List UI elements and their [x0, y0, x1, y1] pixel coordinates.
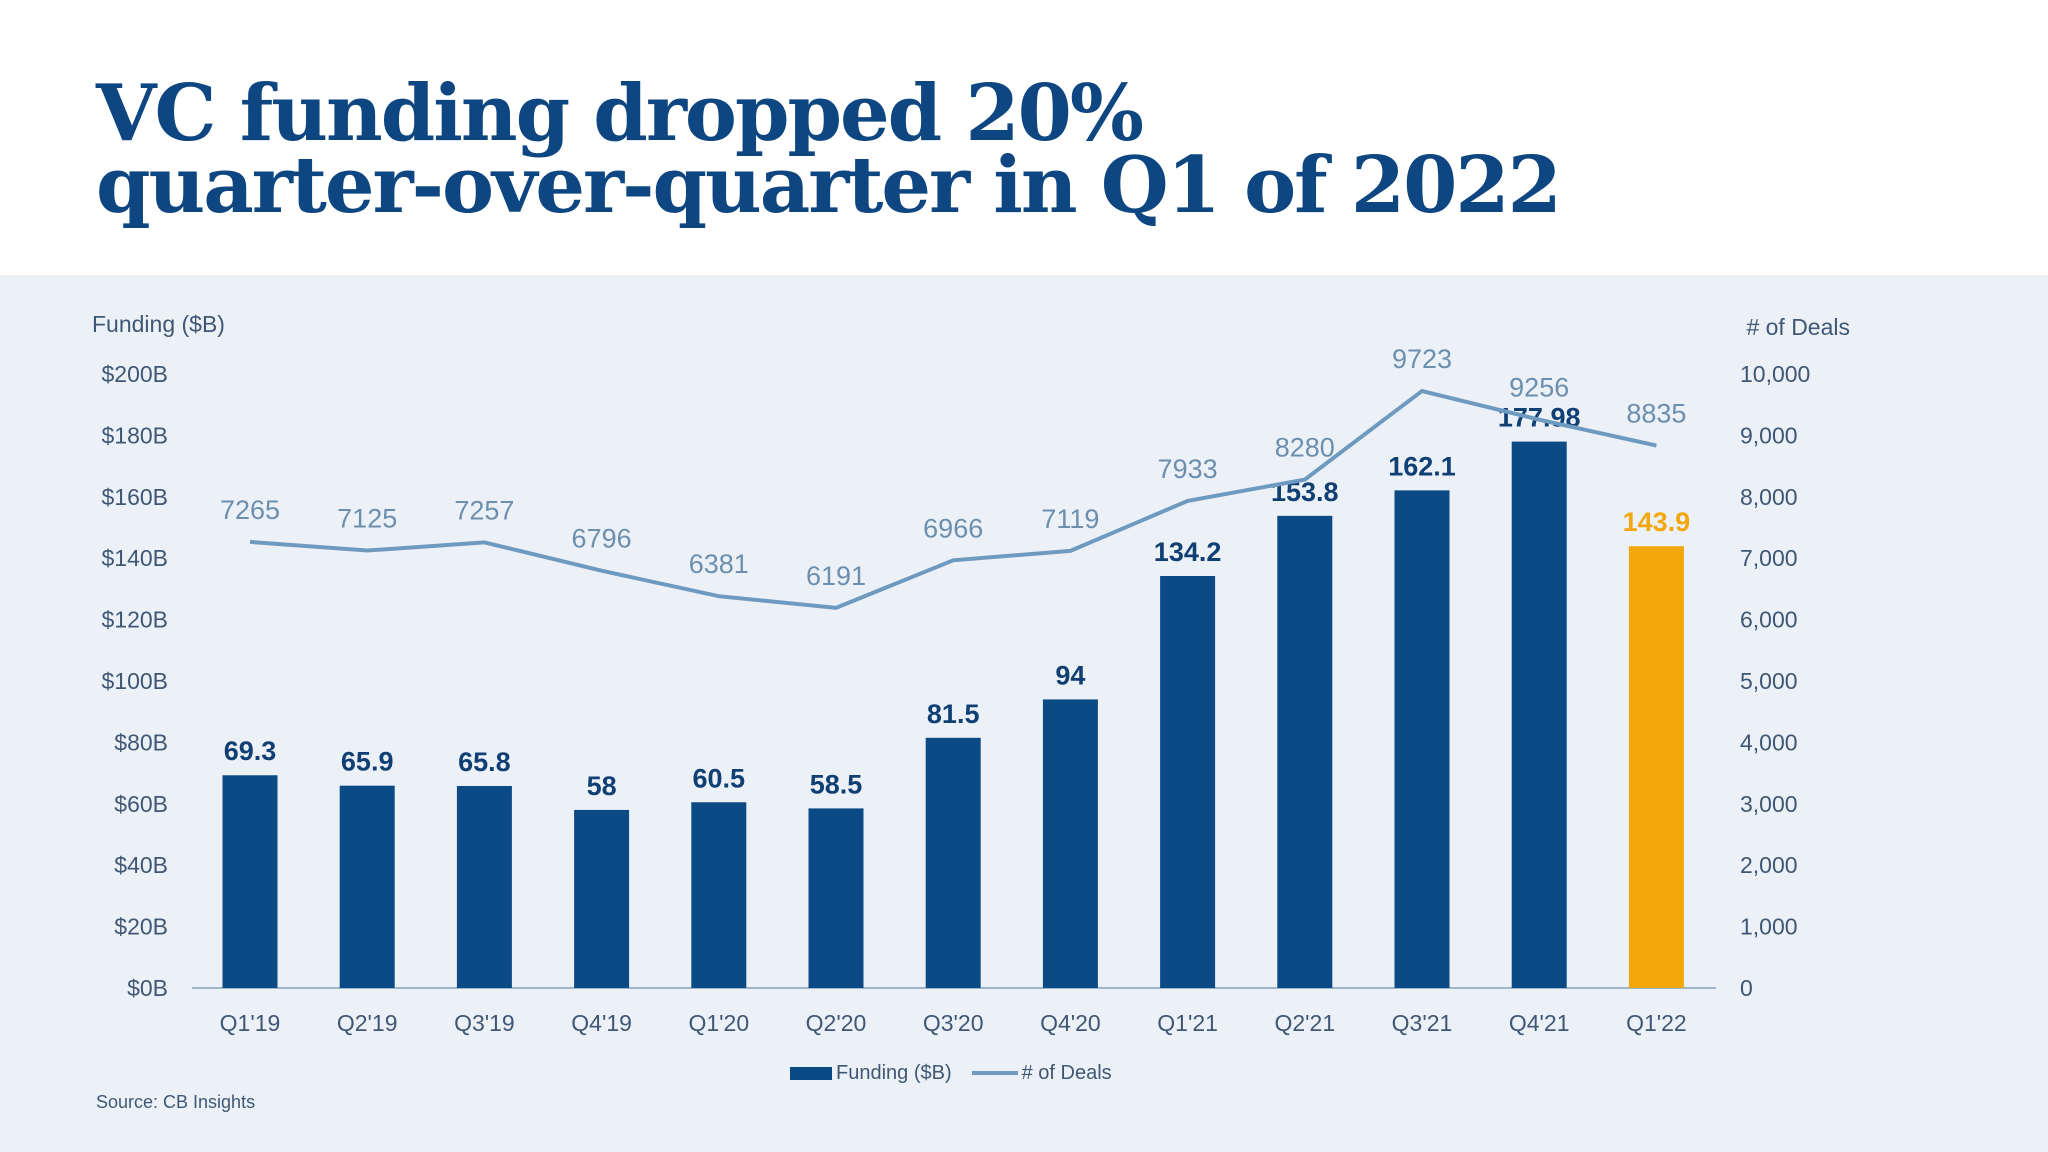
right-tick-label: 7,000 [1740, 545, 1798, 571]
left-tick-label: $200B [101, 361, 168, 387]
legend-deals-swatch [971, 1071, 1018, 1075]
right-tick-label: 0 [1740, 975, 1753, 1001]
right-tick-label: 4,000 [1740, 729, 1798, 755]
funding-bar-label: 60.5 [693, 763, 746, 793]
funding-bar [808, 808, 864, 988]
funding-bar-labels: 69.3 65.9 65.858 60.5 58.581.594134.2153.816… [224, 403, 1690, 801]
funding-bar [925, 737, 981, 988]
title-area: VC funding dropped 20% quarter-over-quar… [0, 0, 2048, 275]
right-axis-ticks: 0 1,000 2,000 3,000 4,000 5,000 6,000 7,000 8,00… [1740, 361, 1810, 1001]
x-tick-label: Q3'21 [1392, 1010, 1453, 1036]
legend-deals-label: # of Deals [1021, 1061, 1112, 1084]
deals-point-label: 7119 [1041, 504, 1099, 534]
x-tick-label: Q2'20 [806, 1010, 867, 1036]
deals-point-label: 6966 [923, 513, 983, 543]
x-tick-label: Q4'21 [1509, 1010, 1570, 1036]
x-tick-label: Q1'19 [220, 1010, 281, 1036]
x-tick-label: Q3'19 [454, 1010, 515, 1036]
deals-point-label: 8835 [1626, 399, 1686, 429]
legend: Funding ($B) # of Deals [790, 1058, 1112, 1088]
funding-bar-label: 81.5 [927, 699, 980, 729]
left-tick-label: $60B [114, 791, 168, 817]
funding-bar-label: 58 [587, 771, 617, 801]
funding-bar [222, 775, 278, 988]
deals-line-labels: 7265 7125 7257 6796 6381 6191 6966 7119 7933 8280… [220, 344, 1686, 591]
funding-bar [1160, 576, 1216, 988]
source-note: Source: CB Insights [96, 1092, 256, 1112]
chart-title-line-2: quarter-over-quarter in Q1 of 2022 [96, 140, 1562, 231]
x-tick-label: Q4'19 [571, 1010, 632, 1036]
funding-bar-label: 69.3 [224, 736, 277, 766]
left-tick-label: $180B [101, 422, 168, 448]
x-tick-label: Q2'19 [337, 1010, 398, 1036]
x-tick-label: Q1'22 [1626, 1010, 1687, 1036]
funding-bar-label: 58.5 [810, 769, 863, 799]
deals-point-label: 9256 [1509, 373, 1569, 403]
chart-panel [0, 275, 2048, 1152]
x-tick-label: Q1'21 [1157, 1010, 1218, 1036]
funding-bar-label: 94 [1055, 660, 1085, 690]
funding-bars [222, 441, 1684, 988]
funding-bar [1042, 699, 1098, 988]
deals-point-label: 8280 [1275, 433, 1335, 463]
right-tick-label: 9,000 [1740, 422, 1798, 448]
funding-bar-label: 65.9 [341, 747, 394, 777]
legend-funding-swatch [790, 1066, 832, 1080]
deals-line [249, 388, 1657, 610]
left-axis-ticks: $0B $20B $40B $60B $80B $100B $120B $140B $160B $… [101, 361, 168, 1001]
right-tick-label: 3,000 [1740, 791, 1798, 817]
funding-bar-label: 143.9 [1623, 507, 1691, 537]
right-tick-label: 1,000 [1740, 914, 1798, 940]
right-tick-label: 6,000 [1740, 607, 1798, 633]
funding-bar-label: 134.2 [1154, 537, 1222, 567]
right-axis-title: # of Deals [1746, 314, 1850, 340]
left-tick-label: $80B [114, 729, 168, 755]
x-tick-label: Q4'20 [1040, 1010, 1101, 1036]
left-axis-title: Funding ($B) [92, 311, 225, 337]
left-tick-label: $100B [101, 668, 168, 694]
right-tick-label: 8,000 [1740, 484, 1798, 510]
funding-bar [1511, 441, 1567, 988]
chart-title-line-1: VC funding dropped 20% [96, 68, 1144, 159]
left-tick-label: $40B [114, 852, 168, 878]
funding-bar [1394, 490, 1450, 988]
left-tick-label: $0B [127, 975, 168, 1001]
left-tick-label: $140B [101, 545, 168, 571]
x-tick-label: Q3'20 [923, 1010, 984, 1036]
funding-bar [456, 785, 512, 988]
deals-point-label: 6381 [689, 549, 749, 579]
funding-bar [574, 809, 630, 988]
deals-point-label: 7125 [337, 504, 397, 534]
funding-bar-label: 162.1 [1388, 451, 1456, 481]
left-tick-label: $20B [114, 914, 168, 940]
funding-bar [691, 802, 747, 988]
funding-bar [1277, 515, 1333, 988]
x-tick-label: Q2'21 [1274, 1010, 1335, 1036]
deals-point-label: 7265 [220, 495, 280, 525]
funding-bar [1628, 546, 1684, 988]
deals-point-label: 9723 [1392, 344, 1452, 374]
deals-point-label: 7257 [454, 495, 514, 525]
right-tick-label: 2,000 [1740, 852, 1798, 878]
x-axis-labels: Q1'19 Q2'19 Q3'19 Q4'19 Q1'20 Q2'20 Q3'20 Q4'20… [220, 1010, 1687, 1036]
left-tick-label: $160B [101, 484, 168, 510]
legend-funding-label: Funding ($B) [836, 1061, 952, 1084]
deals-point-label: 7933 [1158, 454, 1218, 484]
right-tick-label: 10,000 [1740, 361, 1810, 387]
right-tick-label: 5,000 [1740, 668, 1798, 694]
deals-point-label: 6796 [572, 524, 632, 554]
x-tick-label: Q1'20 [688, 1010, 749, 1036]
left-tick-label: $120B [101, 607, 168, 633]
deals-point-label: 6191 [806, 561, 866, 591]
funding-bar-label: 65.8 [458, 747, 511, 777]
funding-bar [339, 785, 395, 988]
